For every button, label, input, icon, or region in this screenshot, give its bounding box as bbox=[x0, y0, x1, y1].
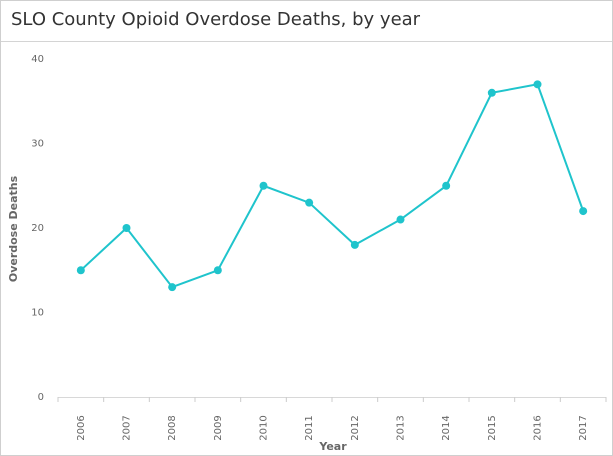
y-axis-title: Overdose Deaths bbox=[7, 175, 20, 282]
x-tick-label: 2016 bbox=[533, 415, 544, 440]
data-point bbox=[350, 240, 359, 249]
series-line bbox=[80, 83, 585, 289]
x-tick-label: 2006 bbox=[76, 415, 87, 440]
x-tick-label: 2009 bbox=[213, 415, 224, 440]
y-axis-ticks: 0 10 20 30 40 bbox=[31, 54, 44, 403]
x-tick-label: 2007 bbox=[122, 415, 133, 440]
data-point bbox=[122, 224, 131, 232]
data-point bbox=[259, 181, 268, 190]
x-axis-title: Year bbox=[318, 440, 347, 453]
data-point bbox=[168, 283, 177, 292]
chart-title: SLO County Opioid Overdose Deaths, by ye… bbox=[11, 9, 421, 30]
x-tick-label: 2010 bbox=[259, 415, 270, 440]
x-tick-label: 2012 bbox=[350, 415, 361, 440]
data-point bbox=[76, 266, 85, 275]
data-point bbox=[533, 80, 542, 89]
y-tick-label: 40 bbox=[31, 54, 44, 65]
x-axis-ticks: 2006 2007 2008 2009 2010 2011 2012 2013 2014 2015… bbox=[57, 397, 607, 441]
x-tick-label: 2013 bbox=[396, 415, 407, 440]
data-point bbox=[579, 207, 588, 216]
data-point bbox=[442, 181, 451, 190]
data-point bbox=[396, 215, 405, 224]
chart-title-bar: SLO County Opioid Overdose Deaths, by ye… bbox=[1, 1, 612, 42]
y-tick-label: 30 bbox=[31, 139, 44, 150]
x-tick-label: 2014 bbox=[441, 415, 452, 440]
y-tick-label: 0 bbox=[38, 392, 44, 403]
y-tick-label: 10 bbox=[31, 308, 44, 319]
x-tick-label: 2011 bbox=[304, 415, 315, 440]
x-tick-label: 2017 bbox=[578, 415, 589, 440]
data-point bbox=[305, 198, 314, 207]
series-points bbox=[76, 80, 588, 292]
data-point bbox=[487, 88, 496, 97]
data-point bbox=[213, 266, 222, 275]
x-tick-label: 2015 bbox=[487, 415, 498, 440]
x-tick-label: 2008 bbox=[167, 415, 178, 440]
y-tick-label: 20 bbox=[31, 223, 44, 234]
